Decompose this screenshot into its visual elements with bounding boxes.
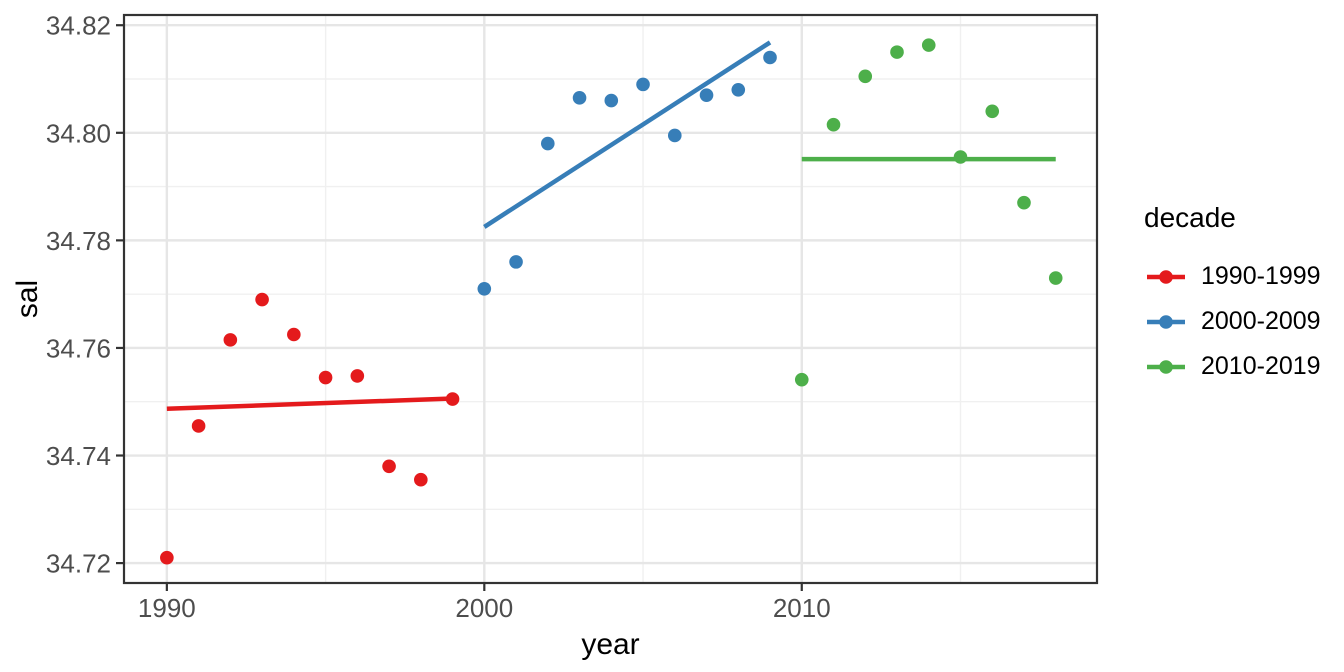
x-tick-label: 2000 <box>455 593 513 623</box>
x-axis-title: year <box>581 628 640 661</box>
legend-entry-label: 1990-1999 <box>1201 262 1321 290</box>
data-point <box>255 292 269 307</box>
data-point <box>890 45 904 59</box>
trend-line <box>483 40 772 229</box>
data-point <box>636 77 650 92</box>
data-point <box>826 117 841 132</box>
data-point <box>350 369 365 383</box>
data-point <box>985 104 1000 119</box>
legend-entry-label: 2010-2019 <box>1201 352 1321 380</box>
data-point <box>223 333 238 347</box>
trend-line <box>166 396 453 411</box>
data-point <box>1048 271 1063 285</box>
data-point <box>160 550 174 565</box>
legend-title: decade <box>1144 202 1236 233</box>
data-point <box>763 50 777 65</box>
data-point <box>414 472 428 487</box>
y-tick-label: 34.78 <box>46 226 111 256</box>
data-point <box>731 82 746 97</box>
legend: decade 1990-1999 2000-2009 2010-2019 <box>1144 203 1321 389</box>
legend-entries: 1990-1999 2000-2009 2010-2019 <box>1144 254 1321 389</box>
data-point <box>794 372 809 387</box>
data-point <box>921 38 936 52</box>
data-point <box>604 93 619 108</box>
y-axis-title: sal <box>11 279 44 319</box>
y-tick-label: 34.82 <box>46 11 111 41</box>
x-tick-label: 1990 <box>138 593 196 623</box>
panel-background <box>124 15 1097 583</box>
legend-entry: 1990-1999 <box>1144 254 1321 299</box>
data-point <box>191 419 206 433</box>
data-point <box>858 69 873 84</box>
data-point <box>1017 195 1031 210</box>
panel-border <box>122 13 1099 585</box>
legend-entry: 2010-2019 <box>1144 344 1321 389</box>
data-point <box>572 91 587 105</box>
data-point <box>318 370 333 385</box>
legend-entry-label: 2000-2009 <box>1201 307 1321 335</box>
legend-key-icon <box>1147 359 1185 374</box>
y-tick-label: 34.72 <box>46 549 111 579</box>
x-tick-label: 2010 <box>773 593 831 623</box>
data-point <box>287 327 301 342</box>
data-point <box>541 136 555 151</box>
legend-key-icon <box>1147 314 1185 329</box>
data-point <box>667 128 682 143</box>
legend-entry: 2000-2009 <box>1144 299 1321 344</box>
legend-key-icon <box>1147 269 1185 284</box>
data-point <box>699 88 714 102</box>
y-tick-label: 34.74 <box>46 441 111 471</box>
y-tick-label: 34.80 <box>46 118 111 148</box>
y-tick-label: 34.76 <box>46 333 111 363</box>
data-point <box>509 255 523 269</box>
data-point <box>382 459 396 474</box>
data-point <box>477 281 492 296</box>
